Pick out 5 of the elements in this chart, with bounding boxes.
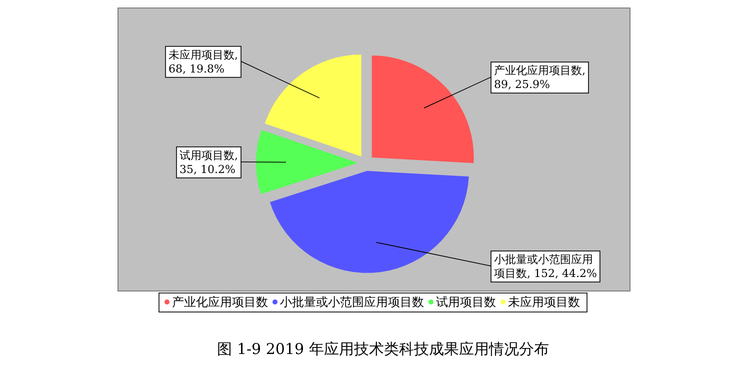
legend-label: 试用项目数 <box>436 295 496 309</box>
legend-label: 未应用项目数 <box>508 295 580 309</box>
text: 图 1-9 2019 年应用技术类科技成果应用情况分布 <box>217 340 549 358</box>
legend-label: 产业化应用项目数 <box>172 295 268 309</box>
legend-label: 小批量或小范围应用项目数 <box>280 295 424 309</box>
